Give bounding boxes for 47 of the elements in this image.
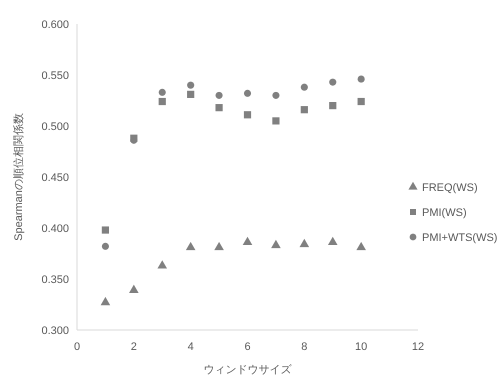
point — [271, 240, 281, 248]
x-tick-label: 2 — [130, 341, 137, 353]
point — [187, 82, 194, 89]
point — [358, 76, 365, 83]
legend-label: FREQ(WS) — [422, 182, 478, 194]
point — [300, 238, 310, 248]
point — [216, 92, 223, 99]
point — [158, 88, 166, 96]
point — [329, 102, 336, 110]
point — [242, 236, 252, 246]
x-tick-label: 8 — [301, 341, 308, 353]
x-tick-label: 4 — [188, 341, 194, 353]
y-tick-label: 0.600 — [41, 18, 69, 31]
point — [300, 84, 308, 91]
x-axis-title: ウィンドウサイズ — [204, 364, 292, 376]
x-tick-label: 12 — [412, 341, 424, 353]
point — [158, 98, 166, 106]
y-tick-label: 0.450 — [41, 172, 69, 184]
point — [102, 242, 109, 250]
point — [358, 98, 365, 106]
point — [300, 106, 308, 114]
point — [102, 226, 110, 234]
point — [272, 117, 280, 125]
legend-label: PMI(WS) — [422, 206, 467, 219]
point — [328, 236, 338, 246]
point — [356, 242, 366, 250]
point — [157, 260, 168, 269]
y-tick-label: 0.300 — [41, 324, 69, 337]
point — [129, 284, 139, 293]
x-tick-label: 6 — [244, 341, 251, 353]
y-tick-label: 0.550 — [41, 70, 69, 82]
point — [187, 90, 194, 98]
x-tick-label: 10 — [355, 341, 368, 353]
point — [244, 90, 252, 97]
y-tick-label: 0.400 — [41, 222, 69, 235]
y-tick-label: 0.350 — [41, 274, 69, 286]
point — [329, 78, 336, 86]
point — [100, 296, 110, 306]
x-tick-label: 0 — [74, 341, 80, 353]
point — [215, 104, 223, 112]
point — [272, 92, 280, 99]
point — [214, 242, 224, 250]
y-tick-label: 0.500 — [41, 120, 69, 133]
legend-label: PMI+WTS(WS) — [422, 232, 498, 244]
y-axis-title: Spearmanの順位相関係数 — [12, 113, 25, 241]
point — [244, 111, 252, 118]
point — [186, 242, 196, 250]
